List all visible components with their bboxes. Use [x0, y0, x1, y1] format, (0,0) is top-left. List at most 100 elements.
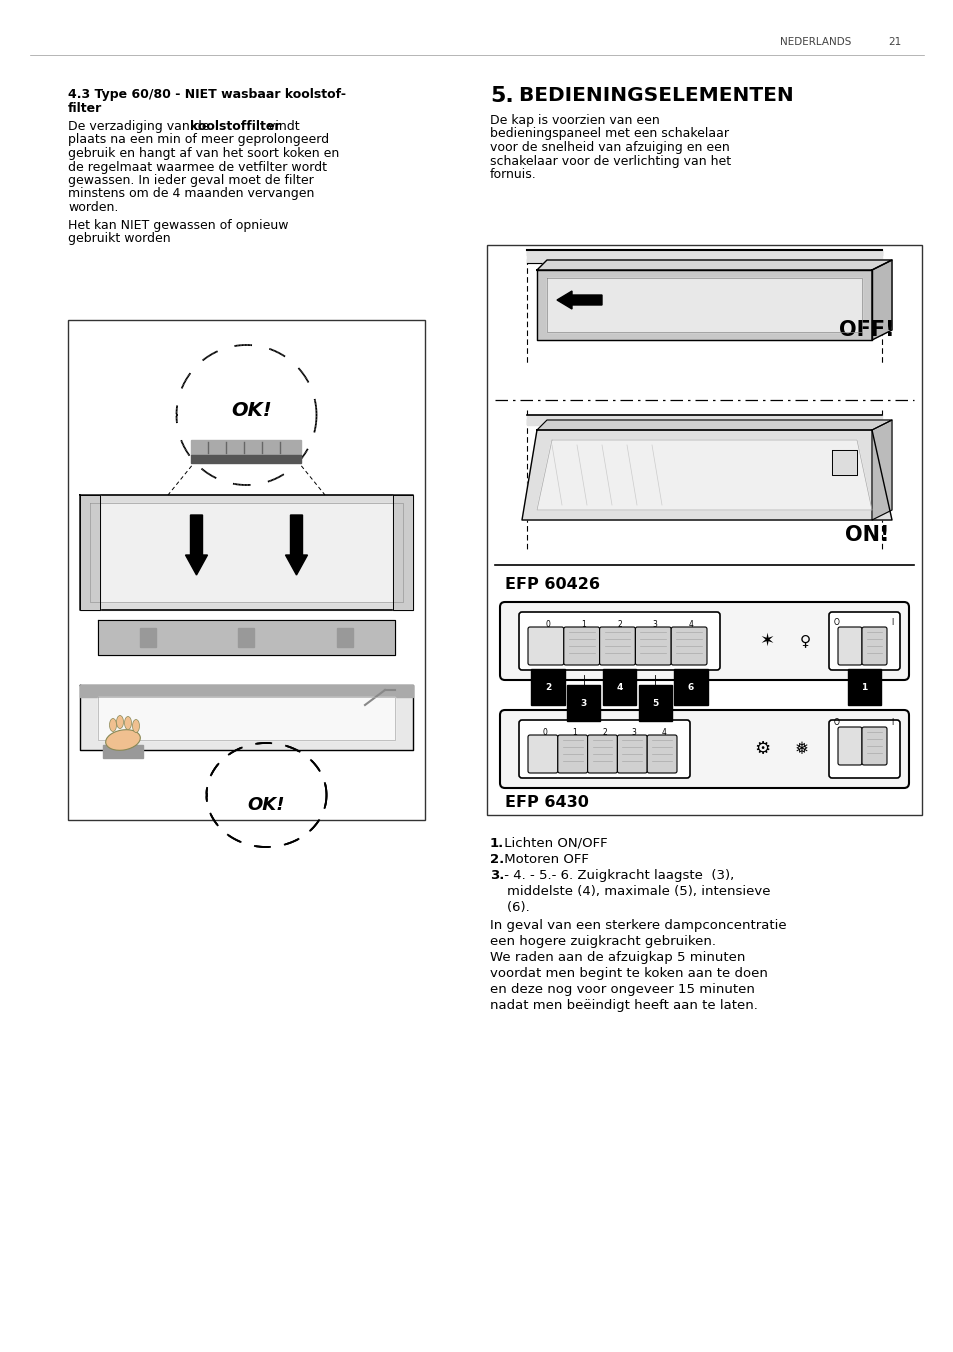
- Text: In geval van een sterkere dampconcentratie: In geval van een sterkere dampconcentrat…: [490, 919, 786, 932]
- Text: 1: 1: [572, 727, 577, 737]
- Text: voor de snelheid van afzuiging en een: voor de snelheid van afzuiging en een: [490, 141, 729, 154]
- FancyBboxPatch shape: [518, 721, 689, 777]
- FancyBboxPatch shape: [837, 727, 862, 765]
- Text: gebruikt worden: gebruikt worden: [68, 233, 171, 245]
- FancyArrow shape: [185, 515, 208, 575]
- Text: gewassen. In ieder geval moet de filter: gewassen. In ieder geval moet de filter: [68, 174, 314, 187]
- Text: schakelaar voor de verlichting van het: schakelaar voor de verlichting van het: [490, 154, 730, 168]
- Text: NEDERLANDS: NEDERLANDS: [780, 37, 850, 47]
- Polygon shape: [140, 627, 156, 648]
- FancyBboxPatch shape: [563, 627, 599, 665]
- Polygon shape: [393, 495, 413, 610]
- Polygon shape: [192, 456, 301, 462]
- Text: (6).: (6).: [490, 900, 529, 914]
- FancyBboxPatch shape: [599, 627, 635, 665]
- Text: ♀: ♀: [799, 634, 810, 649]
- Polygon shape: [90, 503, 402, 602]
- Text: I: I: [890, 718, 892, 727]
- Text: 1.: 1.: [490, 837, 504, 850]
- Text: 1: 1: [580, 621, 585, 629]
- FancyBboxPatch shape: [527, 627, 563, 665]
- Polygon shape: [831, 450, 856, 475]
- Polygon shape: [336, 627, 353, 648]
- Bar: [68, 320, 424, 821]
- FancyBboxPatch shape: [635, 627, 671, 665]
- FancyBboxPatch shape: [527, 735, 558, 773]
- FancyArrow shape: [285, 515, 307, 575]
- Text: en deze nog voor ongeveer 15 minuten: en deze nog voor ongeveer 15 minuten: [490, 983, 754, 996]
- Polygon shape: [192, 439, 301, 456]
- Polygon shape: [80, 495, 413, 610]
- Polygon shape: [546, 279, 862, 333]
- FancyBboxPatch shape: [558, 735, 587, 773]
- Text: De kap is voorzien van een: De kap is voorzien van een: [490, 114, 659, 127]
- Text: 2: 2: [601, 727, 606, 737]
- Text: 3: 3: [631, 727, 636, 737]
- FancyBboxPatch shape: [862, 727, 886, 765]
- Text: 2: 2: [544, 683, 551, 691]
- Text: OK!: OK!: [248, 796, 285, 814]
- Polygon shape: [80, 685, 413, 750]
- Text: 21: 21: [887, 37, 901, 47]
- Ellipse shape: [125, 717, 132, 730]
- Text: 6: 6: [687, 683, 694, 691]
- Text: worden.: worden.: [68, 201, 118, 214]
- Text: plaats na een min of meer geprolongeerd: plaats na een min of meer geprolongeerd: [68, 134, 329, 146]
- Polygon shape: [98, 698, 395, 740]
- Ellipse shape: [110, 718, 116, 731]
- Polygon shape: [871, 420, 891, 521]
- Text: Lichten ON/OFF: Lichten ON/OFF: [499, 837, 607, 850]
- Text: 2.: 2.: [490, 853, 504, 867]
- Text: OK!: OK!: [231, 400, 272, 419]
- Text: voordat men begint te koken aan te doen: voordat men begint te koken aan te doen: [490, 967, 767, 980]
- Polygon shape: [103, 745, 143, 758]
- Text: - 4. - 5.- 6. Zuigkracht laagste  (3),: - 4. - 5.- 6. Zuigkracht laagste (3),: [499, 869, 734, 882]
- Text: ⚙: ⚙: [753, 740, 769, 758]
- FancyBboxPatch shape: [646, 735, 677, 773]
- Polygon shape: [80, 685, 413, 698]
- FancyArrow shape: [557, 291, 601, 310]
- Text: ON!: ON!: [844, 525, 888, 545]
- FancyBboxPatch shape: [828, 721, 899, 777]
- Text: 2: 2: [617, 621, 621, 629]
- Text: filter: filter: [68, 101, 102, 115]
- Ellipse shape: [106, 730, 140, 750]
- Text: BEDIENINGSELEMENTEN: BEDIENINGSELEMENTEN: [512, 87, 793, 105]
- Polygon shape: [537, 270, 871, 339]
- Text: O: O: [833, 718, 839, 727]
- Polygon shape: [537, 439, 871, 510]
- Polygon shape: [871, 260, 891, 339]
- Text: We raden aan de afzuigkap 5 minuten: We raden aan de afzuigkap 5 minuten: [490, 950, 744, 964]
- Text: vindt: vindt: [264, 120, 299, 132]
- FancyBboxPatch shape: [862, 627, 886, 665]
- FancyBboxPatch shape: [499, 710, 908, 788]
- FancyBboxPatch shape: [587, 735, 617, 773]
- Text: 4: 4: [661, 727, 666, 737]
- FancyBboxPatch shape: [617, 735, 646, 773]
- Text: 5: 5: [652, 699, 658, 707]
- FancyBboxPatch shape: [828, 612, 899, 671]
- Bar: [486, 245, 921, 815]
- Text: 3: 3: [580, 699, 586, 707]
- Polygon shape: [526, 250, 882, 264]
- Text: bedieningspaneel met een schakelaar: bedieningspaneel met een schakelaar: [490, 127, 728, 141]
- Text: nadat men beëindigt heeft aan te laten.: nadat men beëindigt heeft aan te laten.: [490, 999, 757, 1013]
- Text: 1: 1: [861, 683, 866, 691]
- Polygon shape: [537, 420, 891, 430]
- Text: Het kan NIET gewassen of opnieuw: Het kan NIET gewassen of opnieuw: [68, 219, 288, 231]
- Text: 0: 0: [545, 621, 550, 629]
- Text: middelste (4), maximale (5), intensieve: middelste (4), maximale (5), intensieve: [490, 886, 770, 898]
- Text: ✶: ✶: [759, 631, 774, 650]
- Text: 5.: 5.: [490, 87, 514, 105]
- Text: Motoren OFF: Motoren OFF: [499, 853, 588, 867]
- Text: fornuis.: fornuis.: [490, 168, 537, 181]
- Text: 3.: 3.: [490, 869, 504, 882]
- Polygon shape: [521, 430, 891, 521]
- Text: de regelmaat waarmee de vetfilter wordt: de regelmaat waarmee de vetfilter wordt: [68, 161, 327, 173]
- Polygon shape: [537, 260, 891, 270]
- Polygon shape: [238, 627, 254, 648]
- Ellipse shape: [132, 719, 139, 733]
- Text: gebruik en hangt af van het soort koken en: gebruik en hangt af van het soort koken …: [68, 147, 339, 160]
- Text: 0: 0: [542, 727, 547, 737]
- Text: koolstoffilter: koolstoffilter: [190, 120, 280, 132]
